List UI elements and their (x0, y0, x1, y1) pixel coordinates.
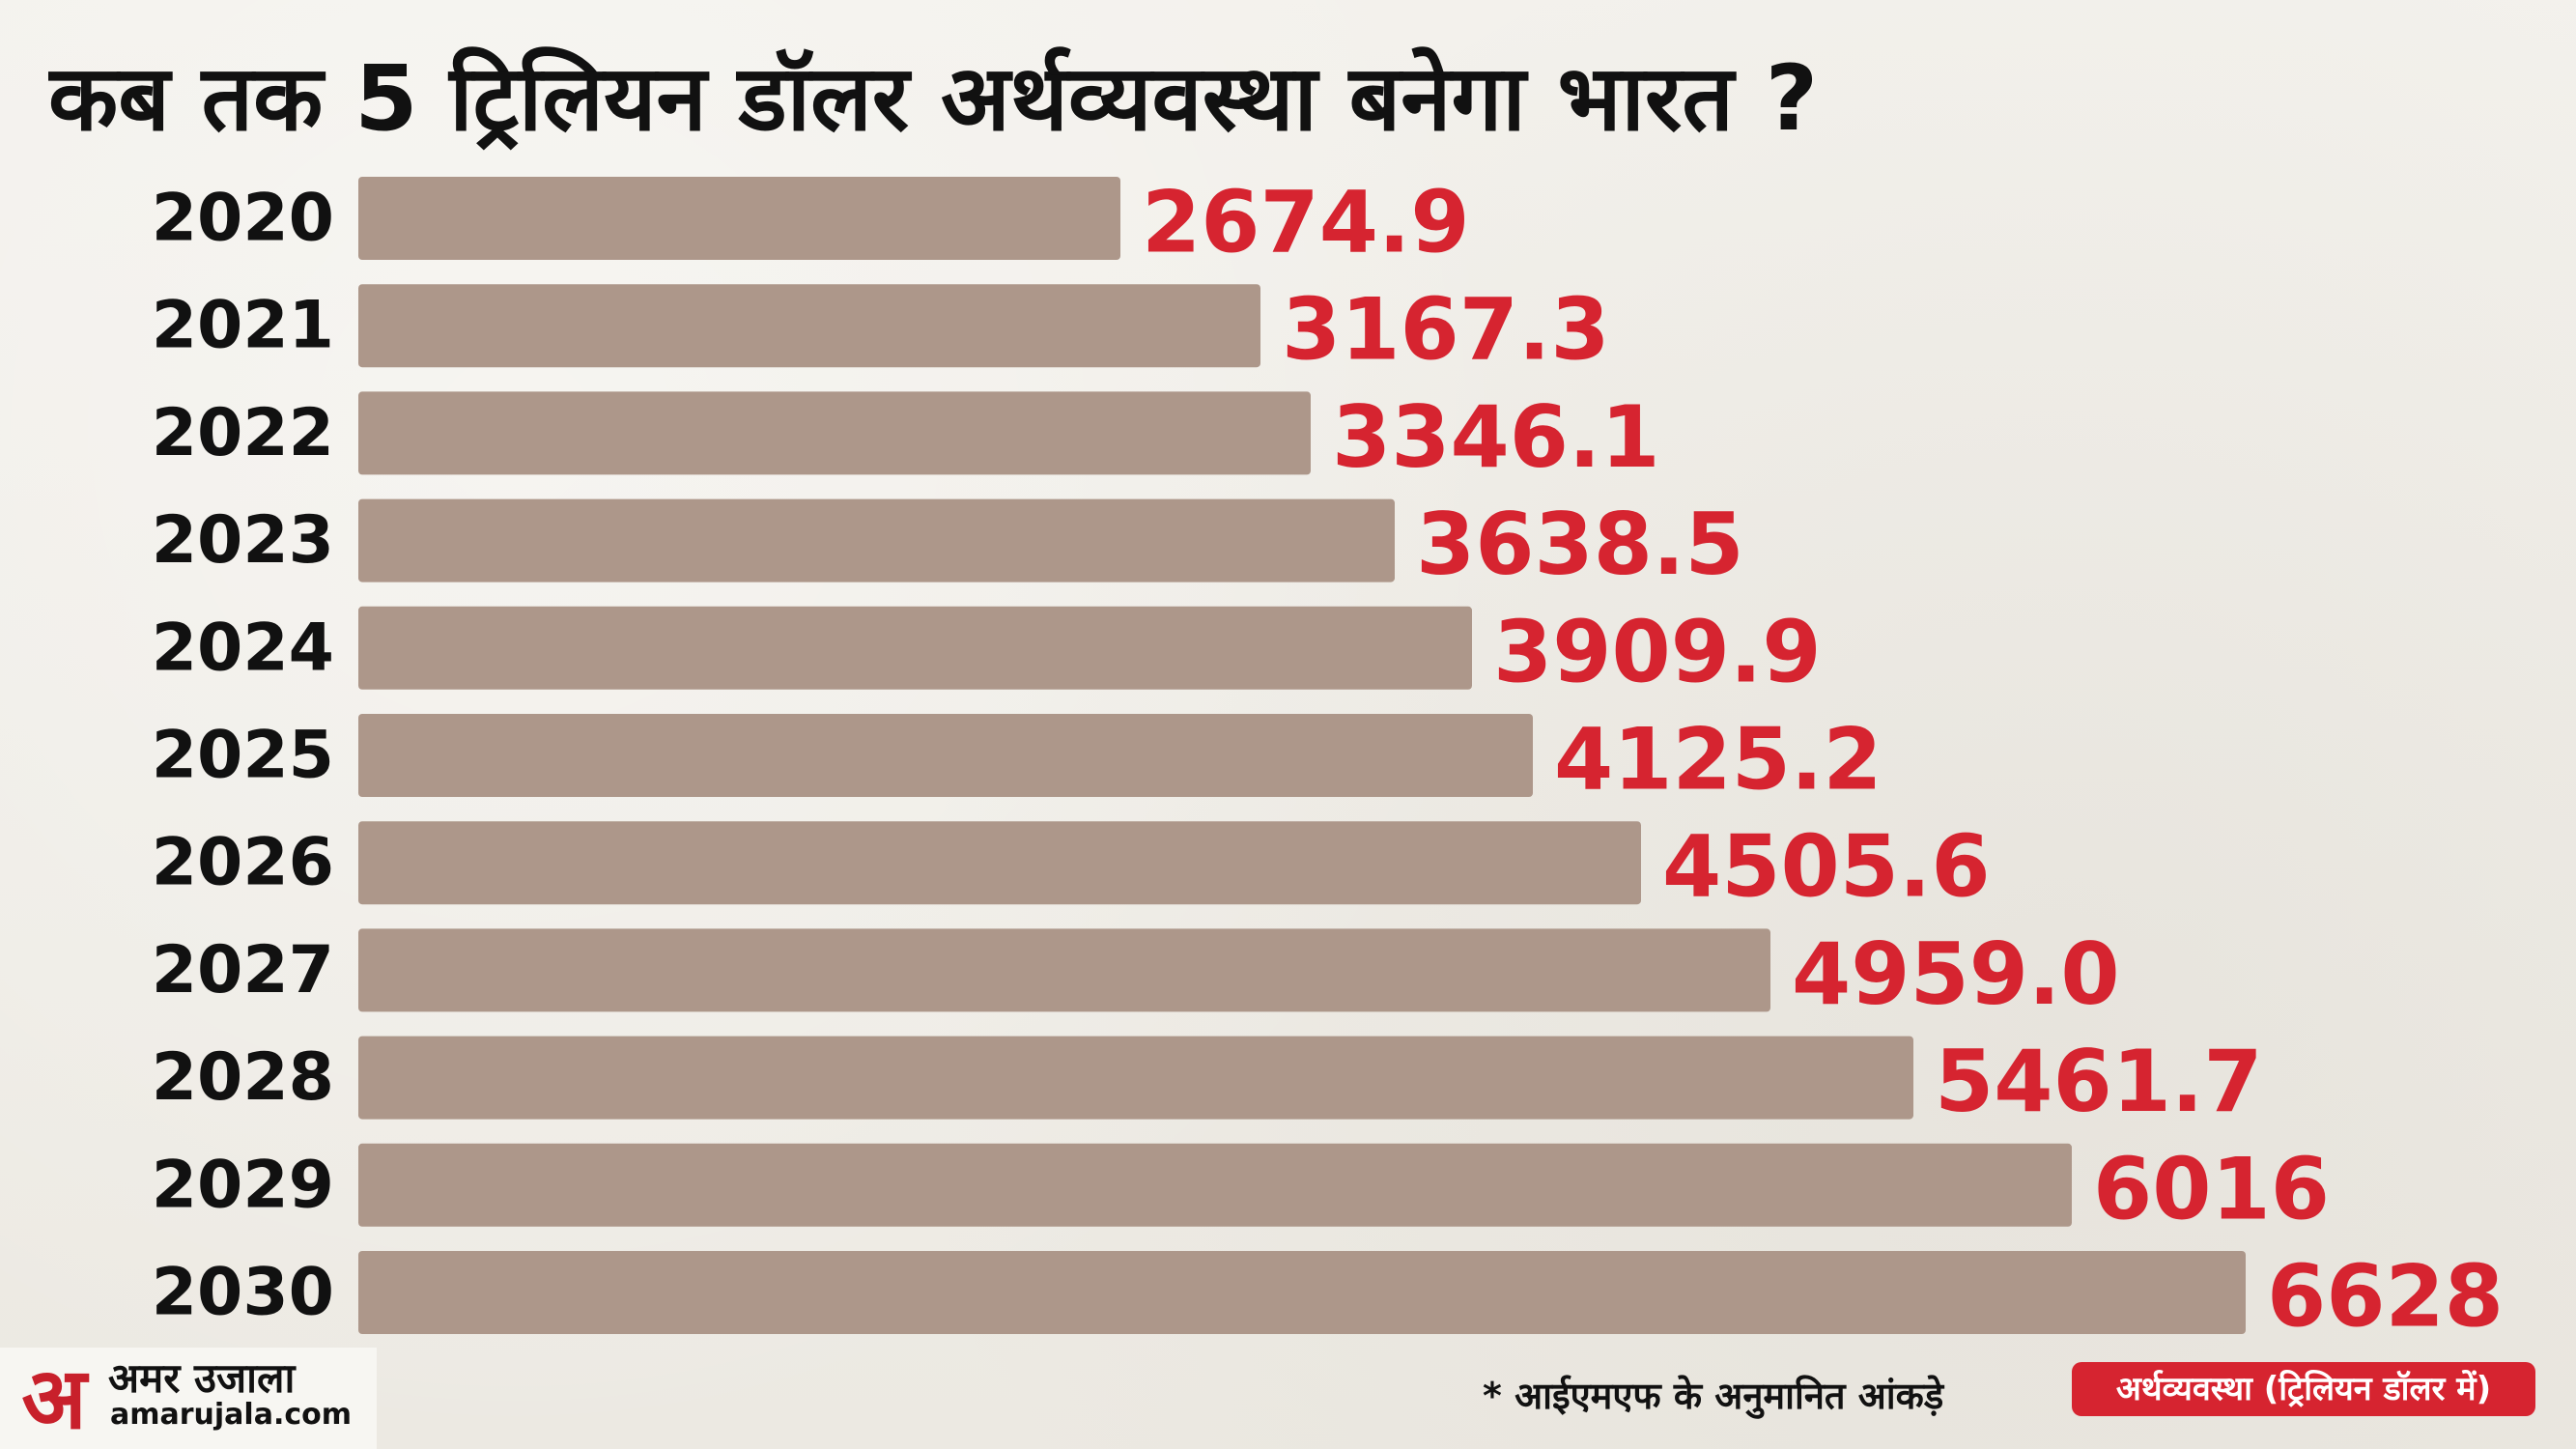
year-label: 2023 (152, 502, 334, 579)
value-label: 3638.5 (1416, 495, 1744, 594)
year-label: 2020 (152, 181, 334, 257)
bar-2026 (358, 821, 1641, 905)
value-label: 4505.6 (1662, 817, 1991, 917)
logo: अ अमर उजाला amarujala.com (0, 1348, 377, 1449)
value-label: 3167.3 (1282, 280, 1610, 380)
bar-2029 (358, 1143, 2072, 1227)
bar-2022 (358, 391, 1311, 475)
value-label: 2674.9 (1142, 173, 1470, 272)
value-label: 6016 (2093, 1139, 2330, 1238)
bar-2020 (358, 177, 1120, 260)
year-label: 2021 (152, 288, 334, 364)
page-title: कब तक 5 ट्रिलियन डॉलर अर्थव्यवस्था बनेगा… (48, 46, 1819, 152)
bar-2023 (358, 498, 1395, 582)
logo-name: अमर उजाला (108, 1354, 296, 1402)
year-label: 2026 (152, 825, 334, 901)
value-label: 6628 (2267, 1247, 2504, 1347)
legend-label: अर्थव्यवस्था (ट्रिलियन डॉलर में) (2072, 1362, 2535, 1416)
value-label: 4125.2 (1554, 710, 1882, 810)
year-label: 2028 (152, 1039, 334, 1116)
bar-2025 (358, 714, 1533, 797)
year-label: 2030 (152, 1255, 334, 1331)
value-label: 5461.7 (1935, 1032, 2263, 1131)
bar-chart: 2020 2674.9 2021 3167.3 2022 3346.1 2023 3638.5… (152, 173, 2504, 1347)
bar-2024 (358, 606, 1472, 690)
value-label: 4959.0 (1792, 924, 2120, 1024)
bar-2027 (358, 928, 1770, 1012)
bar-2028 (358, 1036, 1913, 1120)
year-label: 2027 (152, 932, 334, 1009)
year-label: 2025 (152, 718, 334, 794)
year-label: 2022 (152, 395, 334, 471)
year-label: 2029 (152, 1147, 334, 1223)
value-label: 3909.9 (1493, 602, 1822, 701)
logo-domain: amarujala.com (110, 1398, 353, 1432)
source-note: * आईएमएफ के अनुमानित आंकड़े (1483, 1375, 1944, 1417)
bar-2030 (358, 1251, 2246, 1334)
year-label: 2024 (152, 610, 334, 686)
value-label: 3346.1 (1332, 387, 1660, 487)
bar-2021 (358, 284, 1260, 368)
logo-mark-icon: अ (21, 1348, 87, 1448)
